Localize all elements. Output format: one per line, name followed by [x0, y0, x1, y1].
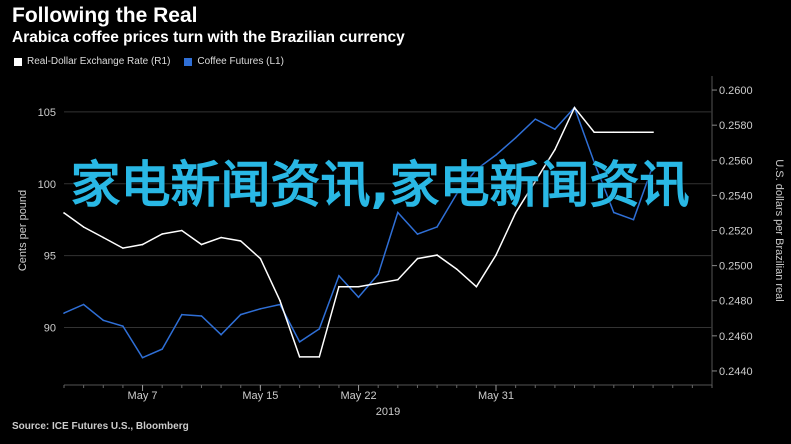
coffee-futures-point [495, 154, 497, 156]
exchange-rate-point [436, 254, 438, 256]
y-right-tick-label: 0.2440 [719, 366, 753, 378]
exchange-rate-point [416, 257, 419, 260]
x-year-label: 2019 [376, 406, 400, 418]
watermark-overlay-text: 家电新闻资讯,家电新闻资讯 [70, 156, 690, 214]
exchange-rate-point [259, 257, 262, 260]
y-left-tick-label: 100 [38, 179, 56, 191]
exchange-rate-point [220, 236, 222, 239]
exchange-rate-point [63, 212, 65, 214]
exchange-rate-point [455, 268, 458, 270]
x-tick-label: May 31 [478, 390, 514, 402]
exchange-rate-line [63, 106, 654, 358]
y-right-tick-label: 0.2540 [719, 190, 753, 202]
coffee-futures-point [475, 168, 478, 171]
y-left-axis-title: Cents per pound [17, 190, 29, 271]
y-right-tick-label: 0.2500 [719, 261, 753, 273]
x-tick-label: May 22 [341, 390, 377, 402]
legend-item-coffee: Coffee Futures (L1) [184, 56, 284, 67]
exchange-rate-point [613, 131, 615, 133]
exchange-rate-point [632, 131, 635, 133]
exchange-rate-point [652, 131, 654, 133]
y-left-tick-label: 95 [44, 251, 56, 263]
coffee-futures-point [318, 328, 321, 330]
y-right-axis-title: U.S. dollars per Brazilian real [773, 159, 785, 301]
legend: Real-Dollar Exchange Rate (R1) Coffee Fu… [14, 56, 284, 67]
coffee-futures-point [416, 233, 419, 235]
coffee-futures-point [259, 308, 262, 310]
y-left-tick-label: 90 [44, 323, 56, 335]
exchange-rate-point [122, 247, 124, 249]
coffee-futures-point [652, 164, 654, 166]
y-right-tick-label: 0.2480 [719, 296, 753, 308]
chart-title: Following the Real [12, 4, 198, 27]
coffee-futures-point [554, 128, 556, 130]
coffee-futures-line [63, 106, 654, 359]
coffee-futures-point [455, 193, 458, 195]
coffee-futures-point [298, 341, 301, 343]
coffee-futures-point [181, 313, 183, 316]
y-right-tick-label: 0.2560 [719, 155, 753, 167]
y-right-tick-label: 0.2600 [719, 85, 753, 97]
coffee-futures-point [122, 325, 124, 327]
exchange-rate-point [554, 148, 556, 151]
coffee-futures-point [338, 274, 340, 277]
coffee-futures-point [161, 348, 163, 350]
coffee-futures-point [514, 137, 517, 139]
y-right-tick-label: 0.2520 [719, 226, 753, 238]
exchange-rate-point [279, 299, 281, 302]
legend-swatch-white [14, 57, 22, 66]
coffee-futures-point [102, 319, 105, 322]
coffee-futures-point [534, 118, 537, 120]
coffee-futures-point [593, 161, 595, 164]
exchange-rate-point [141, 243, 144, 246]
coffee-futures-point [239, 313, 242, 316]
exchange-rate-point [495, 254, 497, 256]
exchange-rate-point [318, 356, 321, 358]
legend-swatch-blue [184, 57, 193, 66]
exchange-rate-point [397, 278, 399, 281]
x-tick-label: May 15 [242, 390, 278, 402]
y-left-tick-label: 105 [38, 107, 56, 119]
exchange-rate-point [475, 285, 478, 288]
coffee-futures-point [397, 211, 399, 214]
exchange-rate-point [298, 356, 301, 358]
exchange-rate-point [200, 243, 203, 246]
x-tick-label: May 7 [128, 390, 158, 402]
legend-item-exchange-rate: Real-Dollar Exchange Rate (R1) [14, 56, 170, 67]
coffee-futures-point [357, 296, 360, 299]
exchange-rate-point [534, 180, 537, 183]
coffee-futures-point [377, 273, 379, 276]
exchange-rate-point [102, 236, 105, 239]
coffee-futures-point [220, 333, 222, 336]
exchange-rate-point [82, 226, 85, 228]
y-right-tick-label: 0.2460 [719, 331, 753, 343]
coffee-futures-point [82, 303, 85, 306]
exchange-rate-point [338, 285, 340, 288]
exchange-rate-point [377, 282, 379, 284]
coffee-futures-point [613, 211, 615, 214]
coffee-futures-point [63, 312, 65, 314]
exchange-rate-point [593, 131, 595, 133]
exchange-rate-point [573, 106, 576, 109]
coffee-futures-point [632, 218, 635, 221]
exchange-rate-point [357, 285, 360, 288]
coffee-futures-point [436, 226, 438, 228]
exchange-rate-point [239, 240, 242, 242]
legend-label-exchange-rate: Real-Dollar Exchange Rate (R1) [27, 56, 171, 67]
y-right-tick-label: 0.2580 [719, 120, 753, 132]
exchange-rate-point [181, 229, 183, 232]
exchange-rate-point [514, 212, 517, 214]
coffee-futures-point [200, 315, 203, 317]
exchange-rate-point [161, 233, 163, 235]
chart-subtitle: Arabica coffee prices turn with the Braz… [12, 29, 405, 46]
legend-label-coffee: Coffee Futures (L1) [197, 56, 284, 67]
coffee-futures-point [141, 356, 144, 359]
source-note: Source: ICE Futures U.S., Bloomberg [12, 421, 189, 432]
